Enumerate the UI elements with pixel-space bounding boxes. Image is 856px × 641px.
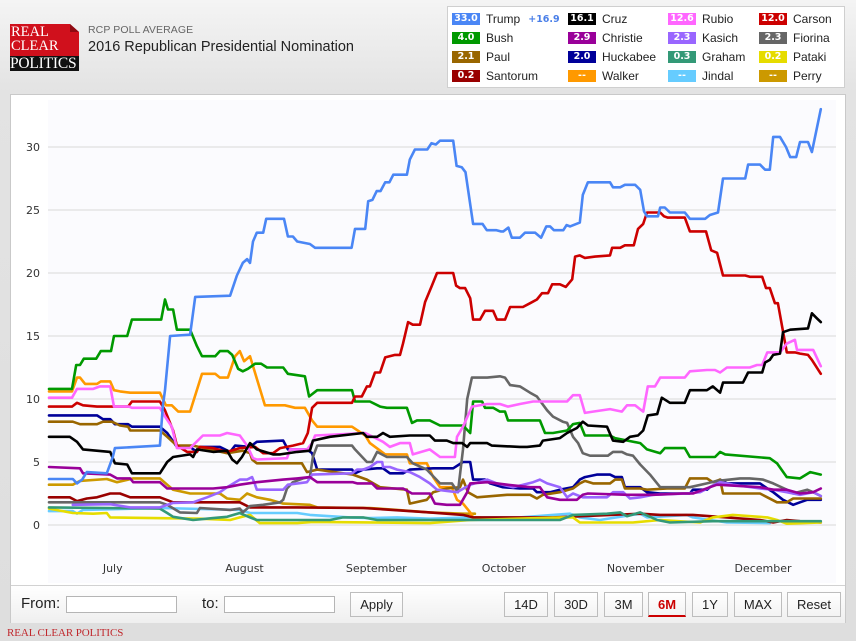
legend-entry-christie[interactable]: 2.9 Christie xyxy=(568,29,643,47)
reset-button[interactable]: Reset xyxy=(787,592,841,617)
to-label: to: xyxy=(202,595,219,612)
to-date-input[interactable] xyxy=(224,596,335,613)
range-button-1y[interactable]: 1Y xyxy=(692,592,728,617)
legend-entry-jindal[interactable]: -- Jindal xyxy=(668,67,733,85)
series-line-paul[interactable] xyxy=(47,420,823,505)
series-line-christie[interactable] xyxy=(47,465,823,507)
legend-value-badge: -- xyxy=(759,70,787,82)
legend-entry-walker[interactable]: -- Walker xyxy=(568,67,639,85)
legend-candidate-name: Cruz xyxy=(602,12,628,26)
logo-page-fold xyxy=(70,24,79,32)
legend-entry-graham[interactable]: 0.3 Graham xyxy=(668,48,745,66)
legend-candidate-name: Walker xyxy=(602,69,639,83)
range-button-3m[interactable]: 3M xyxy=(604,592,643,617)
x-tick-label: August xyxy=(225,562,264,575)
legend-candidate-name: Graham xyxy=(702,50,746,64)
legend-candidate-name: Pataki xyxy=(793,50,827,64)
range-button-30d[interactable]: 30D xyxy=(554,592,598,617)
x-tick-label: December xyxy=(734,562,792,575)
legend-entry-fiorina[interactable]: 2.3 Fiorina xyxy=(759,29,830,47)
legend-value-badge: 2.0 xyxy=(568,51,596,63)
legend-candidate-name: Carson xyxy=(793,12,832,26)
series-line-santorum[interactable] xyxy=(47,492,823,524)
range-button-6m[interactable]: 6M xyxy=(648,592,686,617)
from-label: From: xyxy=(21,595,61,612)
series-line-graham[interactable] xyxy=(47,506,823,524)
chart-title: 2016 Republican Presidential Nomination xyxy=(88,39,354,55)
chart-subtitle: RCP POLL AVERAGE xyxy=(88,24,194,36)
logo-text-real: REAL xyxy=(11,24,49,40)
from-date-input[interactable] xyxy=(66,596,177,613)
legend-candidate-name: Perry xyxy=(793,69,822,83)
legend-candidate-name: Bush xyxy=(486,31,514,45)
legend-candidate-name: Kasich xyxy=(702,31,739,45)
x-tick-label: October xyxy=(482,562,526,575)
legend-entry-perry[interactable]: -- Perry xyxy=(759,67,822,85)
legend-value-badge: 2.1 xyxy=(452,51,480,63)
legend-entry-pataki[interactable]: 0.2 Pataki xyxy=(759,48,826,66)
range-button-max[interactable]: MAX xyxy=(734,592,782,617)
legend-entry-santorum[interactable]: 0.2 Santorum xyxy=(452,67,538,85)
y-tick-label: 15 xyxy=(26,330,40,343)
rcp-logo[interactable]: REAL CLEAR POLITICS xyxy=(10,24,79,71)
legend-candidate-name: Fiorina xyxy=(793,31,830,45)
logo-text-politics: POLITICS xyxy=(10,55,77,72)
legend-candidate-name: Santorum xyxy=(486,69,539,83)
legend-value-badge: 4.0 xyxy=(452,32,480,44)
legend-candidate-name: Trump xyxy=(486,12,521,26)
legend-value-badge: 2.3 xyxy=(668,32,696,44)
plot-background xyxy=(48,100,836,583)
y-tick-label: 25 xyxy=(26,204,40,217)
legend-value-badge: 12.6 xyxy=(668,13,696,25)
logo-black-band xyxy=(10,56,79,71)
legend-candidate-name: Paul xyxy=(486,50,511,64)
legend-candidate-name: Huckabee xyxy=(602,50,657,64)
legend-candidate-name: Christie xyxy=(602,31,643,45)
legend-entry-trump[interactable]: 33.0 Trump +16.9 xyxy=(452,10,560,28)
legend-value-badge: 33.0 xyxy=(452,13,480,25)
x-tick-label: November xyxy=(607,562,665,575)
y-tick-label: 0 xyxy=(33,519,40,532)
footer-brand-link[interactable]: REAL CLEAR POLITICS xyxy=(7,627,124,639)
x-tick-label: July xyxy=(102,562,123,575)
legend-value-badge: 16.1 xyxy=(568,13,596,25)
legend-value-badge: -- xyxy=(568,70,596,82)
date-range-controls: From: to: Apply 14D 30D 3M 6M 1Y MAX Res… xyxy=(11,585,845,623)
legend-value-badge: 2.9 xyxy=(568,32,596,44)
series-line-rubio[interactable] xyxy=(47,338,823,461)
legend-candidate-name: Rubio xyxy=(702,12,734,26)
series-line-cruz[interactable] xyxy=(47,311,823,475)
series-line-trump[interactable] xyxy=(47,107,823,485)
series-line-bush[interactable] xyxy=(47,298,823,480)
legend-entry-carson[interactable]: 12.0 Carson xyxy=(759,10,832,28)
legend-value-badge: 0.3 xyxy=(668,51,696,63)
legend-value-badge: 0.2 xyxy=(759,51,787,63)
legend-spread: +16.9 xyxy=(528,13,560,25)
legend-value-badge: 0.2 xyxy=(452,70,480,82)
series-line-carson[interactable] xyxy=(47,211,823,455)
y-tick-label: 10 xyxy=(26,393,40,406)
legend-candidate-name: Jindal xyxy=(702,69,734,83)
apply-button[interactable]: Apply xyxy=(350,592,403,617)
y-tick-label: 20 xyxy=(26,267,40,280)
x-tick-label: September xyxy=(346,562,407,575)
legend: 33.0 Trump +16.9 16.1 Cruz 12.6 Rubio 12.0 Carso… xyxy=(447,6,845,88)
range-button-14d[interactable]: 14D xyxy=(504,592,548,617)
legend-entry-bush[interactable]: 4.0 Bush xyxy=(452,29,513,47)
logo-text-clear: CLEAR xyxy=(11,38,59,54)
series-line-pataki[interactable] xyxy=(47,507,823,526)
legend-value-badge: 2.3 xyxy=(759,32,787,44)
legend-entry-paul[interactable]: 2.1 Paul xyxy=(452,48,510,66)
y-tick-label: 5 xyxy=(33,456,40,469)
legend-value-badge: 12.0 xyxy=(759,13,787,25)
y-tick-label: 30 xyxy=(26,141,40,154)
legend-entry-kasich[interactable]: 2.3 Kasich xyxy=(668,29,738,47)
logo-red-block xyxy=(10,24,79,56)
legend-value-badge: -- xyxy=(668,70,696,82)
legend-entry-cruz[interactable]: 16.1 Cruz xyxy=(568,10,627,28)
series-line-fiorina[interactable] xyxy=(47,374,823,515)
legend-entry-rubio[interactable]: 12.6 Rubio xyxy=(668,10,733,28)
legend-entry-huckabee[interactable]: 2.0 Huckabee xyxy=(568,48,656,66)
